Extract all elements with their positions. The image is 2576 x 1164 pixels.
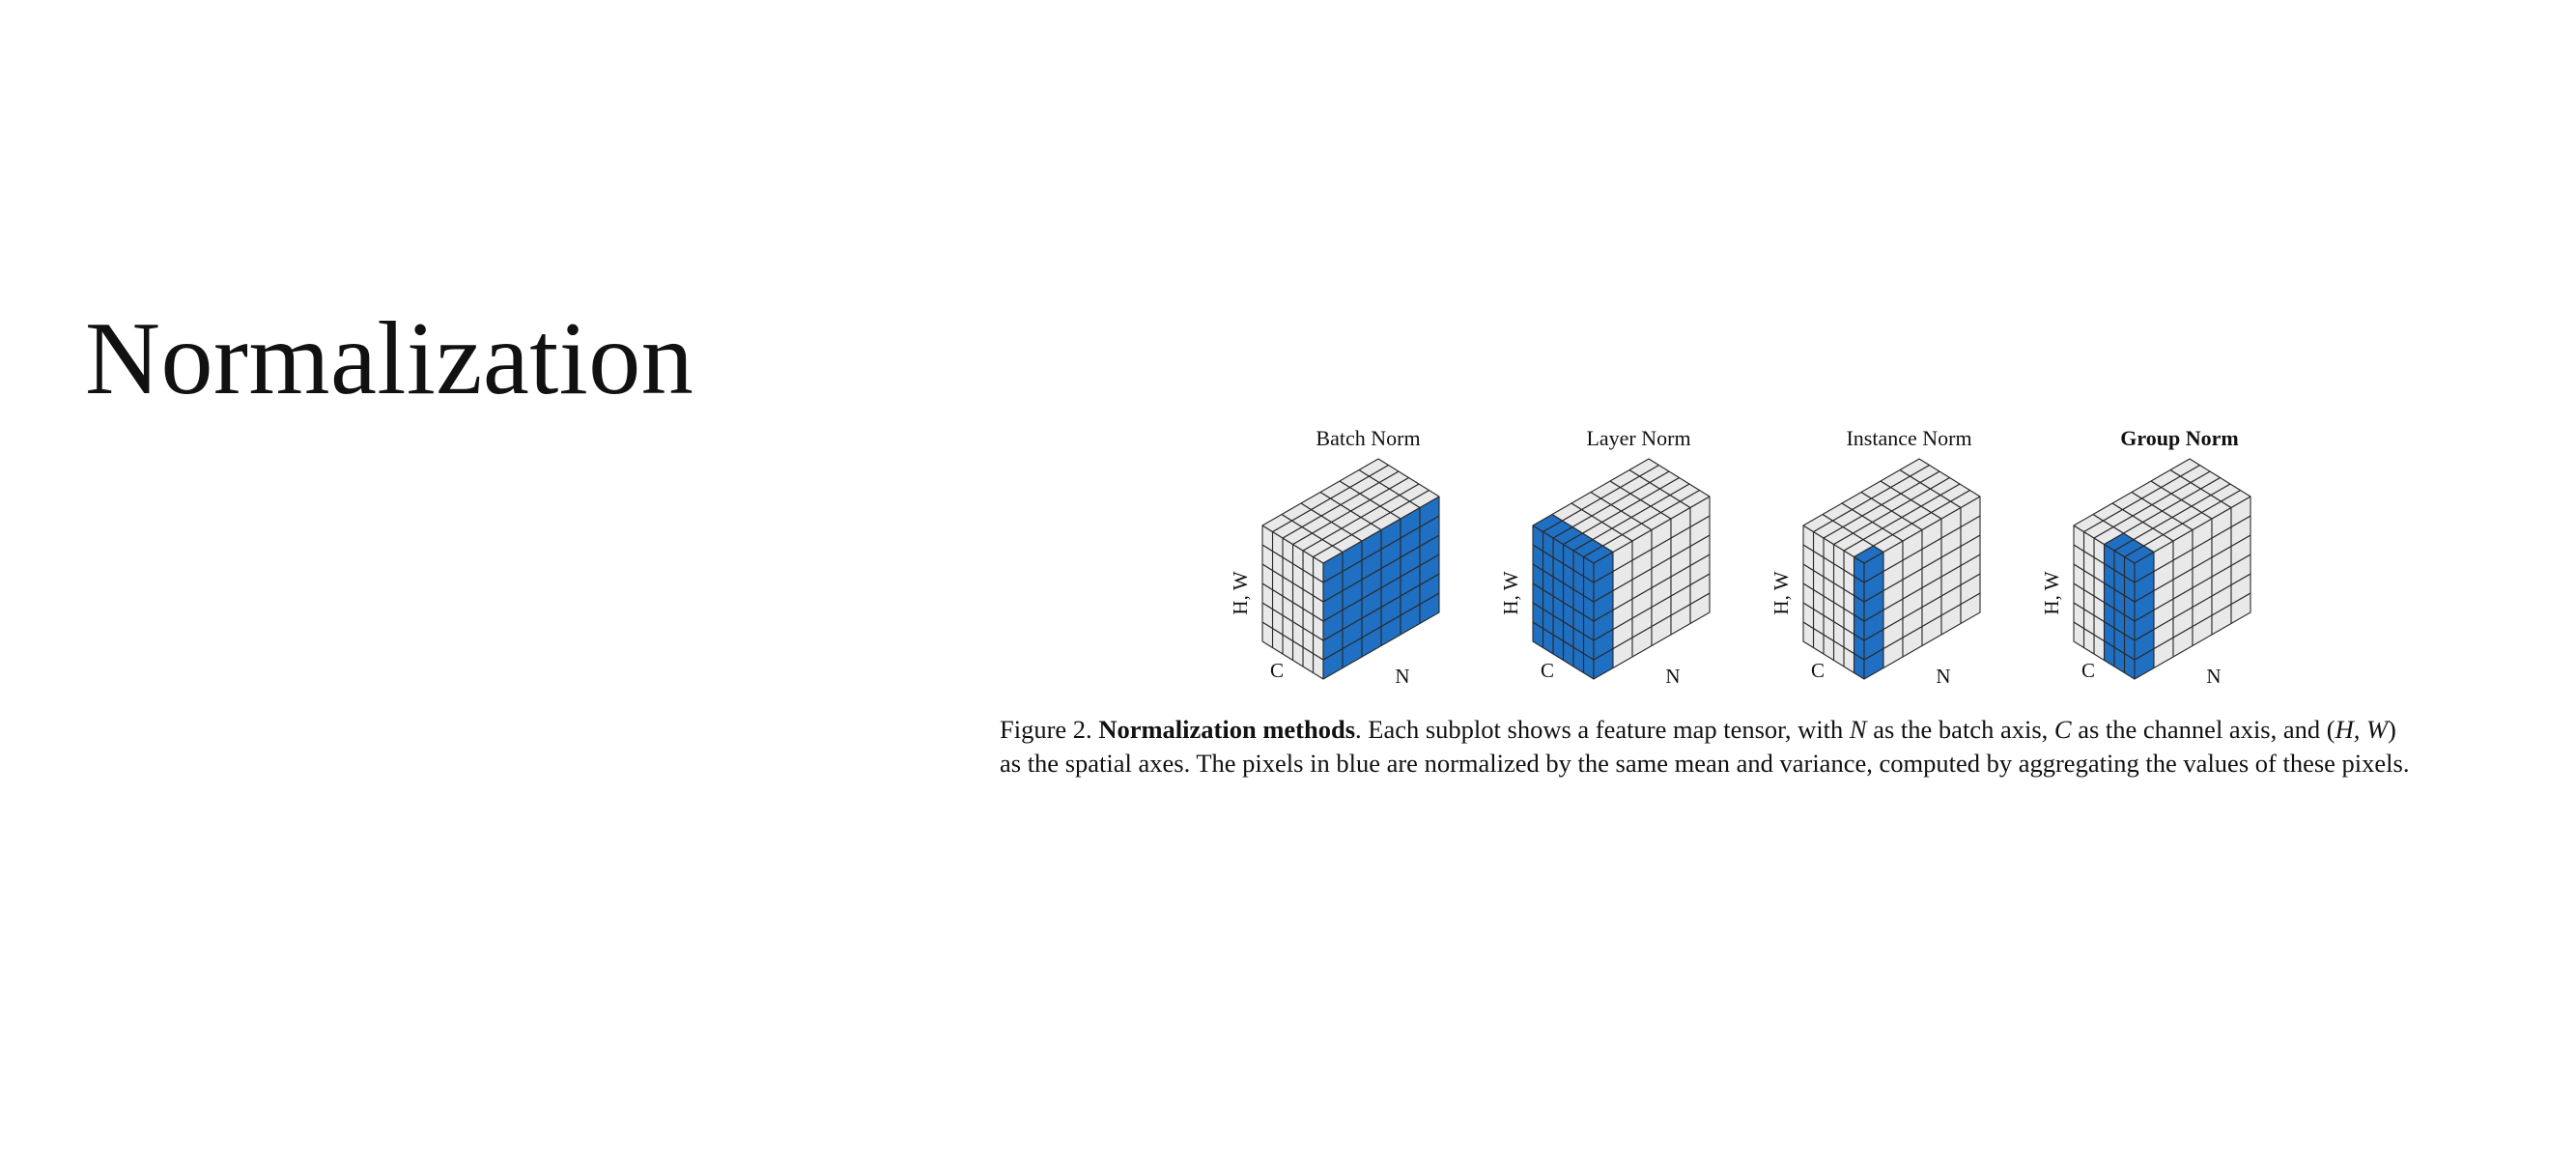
panel-instance-norm: Instance Norm H, W C N <box>1769 426 1981 688</box>
caption-var-hw: H, W <box>2335 715 2389 744</box>
axis-label-hw: H, W <box>2040 571 2063 614</box>
caption-var-c: C <box>2053 715 2072 744</box>
axis-label-n: N <box>1395 665 1409 688</box>
axis-label-c: C <box>1811 659 1825 682</box>
top-face-cell <box>1628 458 1660 477</box>
panel-title: Layer Norm <box>1586 426 1690 450</box>
axis-label-n: N <box>1665 665 1680 688</box>
caption-text: . Each subplot shows a feature map tenso… <box>1355 715 1850 744</box>
caption-line-1: Figure 2. Normalization methods. Each su… <box>1000 713 2506 747</box>
axis-label-c: C <box>1270 659 1284 682</box>
axis-label-hw: H, W <box>1769 571 1793 614</box>
caption-text: ) <box>2388 715 2396 744</box>
panel-title: Batch Norm <box>1316 426 1420 450</box>
panel-title: Group Norm <box>2120 426 2238 450</box>
axis-label-n: N <box>2206 665 2221 688</box>
top-face-cell <box>1358 458 1390 477</box>
axis-label-c: C <box>1541 659 1554 682</box>
top-face-cell <box>1899 458 1931 477</box>
axis-label-hw: H, W <box>1499 571 1522 614</box>
axis-label-c: C <box>2081 659 2095 682</box>
panel-group-norm: Group Norm H, W C N <box>2040 426 2251 688</box>
top-face-cell <box>2169 458 2201 477</box>
panel-layer-norm: Layer Norm H, W C N <box>1499 426 1711 688</box>
caption-text: as the channel axis, and ( <box>2071 715 2335 744</box>
axis-label-hw: H, W <box>1229 571 1252 614</box>
axis-label-n: N <box>1936 665 1950 688</box>
slide-title: Normalization <box>85 301 694 416</box>
caption-text: as the batch axis, <box>1866 715 2054 744</box>
caption-var-n: N <box>1849 715 1867 744</box>
panel-batch-norm: Batch Norm H, W C N <box>1229 426 1440 688</box>
panel-title: Instance Norm <box>1846 426 1971 450</box>
caption-line-2: as the spatial axes. The pixels in blue … <box>1000 749 2410 778</box>
caption-bold-title: Normalization methods <box>1098 715 1356 744</box>
figure-caption: Figure 2. Normalization methods. Each su… <box>1000 713 2506 781</box>
caption-prefix: Figure 2. <box>1000 715 1099 744</box>
